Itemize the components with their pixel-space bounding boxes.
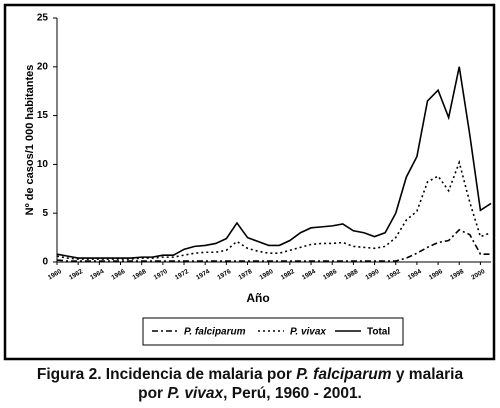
caption-line: por P. vivax, Perú, 1960 - 2001. xyxy=(0,385,500,403)
caption-text: P. vivax xyxy=(167,385,224,402)
x-tick-label: 1962 xyxy=(68,268,84,281)
x-tick-label: 1972 xyxy=(174,268,190,281)
caption-text: , Perú, 1960 - 2001. xyxy=(223,385,362,402)
x-tick-label: 1978 xyxy=(237,268,253,281)
x-tick-label: 1980 xyxy=(259,268,275,281)
x-tick-label: 1992 xyxy=(386,268,402,281)
y-tick-label: 25 xyxy=(37,13,49,24)
x-tick-label: 1988 xyxy=(343,268,359,281)
caption-line: Figura 2. Incidencia de malaria por P. f… xyxy=(0,366,500,384)
x-tick-label: 1968 xyxy=(132,268,148,281)
x-tick-label: 1976 xyxy=(216,268,232,281)
x-tick-label: 1982 xyxy=(280,268,296,281)
x-tick-label: 1964 xyxy=(89,268,105,281)
legend-label: P. falciparum xyxy=(184,327,246,338)
x-tick-label: 1970 xyxy=(153,268,169,281)
y-tick-label: 20 xyxy=(37,61,49,72)
x-tick-label: 1960 xyxy=(47,268,63,281)
caption-text: y malaria xyxy=(395,366,464,383)
x-tick-label: 1974 xyxy=(195,268,211,281)
x-tick-label: 1998 xyxy=(449,268,465,281)
y-tick-label: 15 xyxy=(37,110,49,121)
caption-text: por xyxy=(138,385,164,402)
chart-frame xyxy=(3,3,496,361)
chart: Nº de casos/1 000 habitantes Año 0 5 10 15 2… xyxy=(3,3,496,361)
x-tick-label: 1994 xyxy=(407,268,423,281)
x-tick-label: 1986 xyxy=(322,268,338,281)
x-tick-label: 1984 xyxy=(301,268,317,281)
y-tick-label: 10 xyxy=(37,159,49,170)
y-axis-label: Nº de casos/1 000 habitantes xyxy=(24,65,36,216)
y-tick-label: 5 xyxy=(42,208,48,219)
x-tick-label: 2000 xyxy=(470,268,486,281)
legend-label: P. vivax xyxy=(290,327,326,338)
x-tick-label: 1996 xyxy=(428,268,444,281)
legend-label: Total xyxy=(367,327,390,338)
x-axis-label: Año xyxy=(246,291,269,305)
data-line xyxy=(56,228,491,262)
x-tick-label: 1990 xyxy=(364,268,380,281)
y-tick-label: 0 xyxy=(42,257,48,268)
data-line xyxy=(56,159,492,260)
x-tick-label: 1966 xyxy=(110,268,126,281)
data-line xyxy=(56,66,492,259)
caption-text: Figura 2. Incidencia de malaria por xyxy=(36,366,292,383)
caption-text: P. falciparum xyxy=(296,366,392,383)
